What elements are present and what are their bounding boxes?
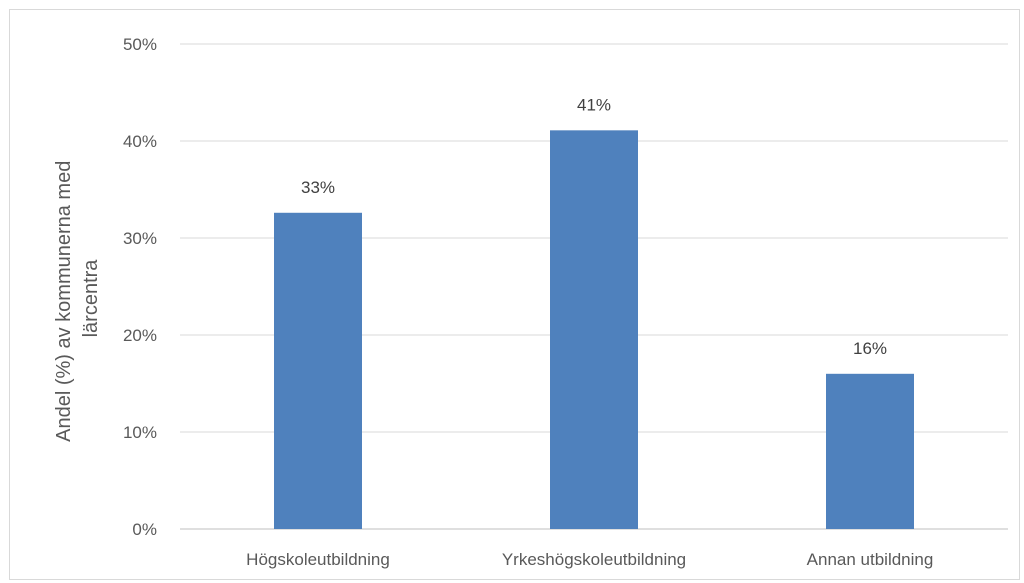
- bar: [826, 373, 914, 529]
- x-tick-labels: Högskoleutbildning Yrkeshögskoleutbildnin…: [246, 550, 933, 569]
- data-label: 41%: [577, 95, 611, 114]
- y-axis-label: Andel (%) av kommunerna med lärcentra: [53, 155, 102, 442]
- x-tick-label: Annan utbildning: [807, 550, 934, 569]
- y-tick-label: 40%: [123, 132, 157, 151]
- data-label: 33%: [301, 178, 335, 197]
- y-tick-label: 10%: [123, 423, 157, 442]
- data-labels: 33% 41% 16%: [301, 95, 887, 357]
- y-tick-label: 20%: [123, 326, 157, 345]
- y-tick-label: 0%: [132, 520, 157, 539]
- data-label: 16%: [853, 339, 887, 358]
- y-tick-labels: 0% 10% 20% 30% 40% 50%: [123, 35, 157, 539]
- bars: [274, 130, 914, 529]
- y-tick-label: 30%: [123, 229, 157, 248]
- bar: [274, 212, 362, 529]
- bar: [550, 130, 638, 529]
- y-axis-label-line-1: Andel (%) av kommunerna med: [53, 161, 75, 442]
- y-axis-label-line-2: lärcentra: [80, 259, 102, 338]
- y-tick-label: 50%: [123, 35, 157, 54]
- x-tick-label: Yrkeshögskoleutbildning: [502, 550, 686, 569]
- x-tick-label: Högskoleutbildning: [246, 550, 390, 569]
